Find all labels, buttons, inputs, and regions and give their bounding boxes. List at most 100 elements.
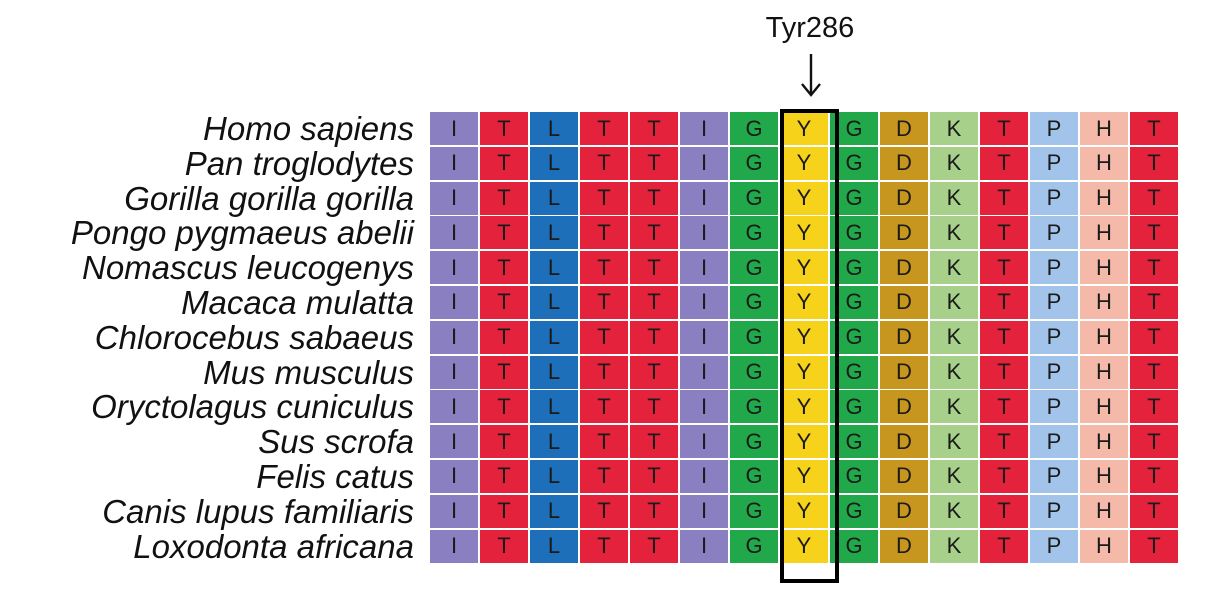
residue-cell: L: [530, 146, 578, 180]
residue-cell: T: [480, 285, 528, 319]
residue-cell: T: [480, 320, 528, 354]
residue-cell: L: [530, 390, 578, 424]
residue-cell: P: [1030, 390, 1078, 424]
residue-cell: T: [580, 112, 628, 145]
residue-cell: H: [1080, 494, 1128, 528]
residue-cell: G: [830, 320, 878, 354]
residue-cell: T: [630, 181, 678, 215]
residue-cell: T: [580, 320, 628, 354]
residue-cell: T: [980, 390, 1028, 424]
residue-cell: T: [580, 181, 628, 215]
residue-cell: T: [580, 146, 628, 180]
residue-cell: G: [730, 320, 778, 354]
residue-cell: T: [580, 355, 628, 389]
residue-cell: L: [530, 285, 578, 319]
species-label: Pongo pygmaeus abelii: [70, 214, 414, 252]
residue-cell: G: [830, 529, 878, 563]
residue-cell: T: [1130, 355, 1178, 389]
residue-cell: H: [1080, 529, 1128, 563]
residue-cell: D: [880, 425, 928, 459]
residue-cell: Y: [780, 355, 828, 389]
residue-cell: P: [1030, 112, 1078, 145]
residue-cell: K: [930, 251, 978, 285]
residue-cell: G: [730, 251, 778, 285]
residue-cell: P: [1030, 146, 1078, 180]
residue-cell: P: [1030, 425, 1078, 459]
species-label: Pan troglodytes: [184, 144, 414, 182]
residue-cell: H: [1080, 112, 1128, 145]
residue-cell: Y: [780, 320, 828, 354]
residue-cell: P: [1030, 459, 1078, 493]
residue-cell: L: [530, 181, 578, 215]
residue-cell: D: [880, 216, 928, 250]
residue-cell: I: [680, 494, 728, 528]
residue-cell: I: [430, 529, 478, 563]
residue-cell: T: [580, 251, 628, 285]
tyr286-label: Tyr286: [765, 12, 855, 44]
residue-cell: T: [580, 216, 628, 250]
residue-cell: T: [980, 494, 1028, 528]
residue-cell: T: [980, 529, 1028, 563]
residue-cell: T: [980, 425, 1028, 459]
residue-cell: I: [680, 251, 728, 285]
residue-cell: D: [880, 459, 928, 493]
residue-cell: H: [1080, 355, 1128, 389]
residue-cell: D: [880, 181, 928, 215]
residue-cell: P: [1030, 181, 1078, 215]
residue-cell: K: [930, 355, 978, 389]
residue-cell: G: [730, 459, 778, 493]
species-label: Gorilla gorilla gorilla: [124, 179, 414, 217]
residue-cell: G: [830, 459, 878, 493]
residue-cell: H: [1080, 390, 1128, 424]
residue-cell: T: [980, 355, 1028, 389]
residue-cell: T: [1130, 285, 1178, 319]
residue-cell: T: [480, 181, 528, 215]
residue-cell: G: [830, 251, 878, 285]
residue-cell: Y: [780, 251, 828, 285]
residue-cell: T: [630, 146, 678, 180]
residue-cell: K: [930, 320, 978, 354]
residue-cell: T: [980, 320, 1028, 354]
residue-cell: G: [830, 181, 878, 215]
residue-cell: D: [880, 494, 928, 528]
residue-cell: L: [530, 355, 578, 389]
residue-cell: T: [480, 459, 528, 493]
residue-cell: T: [480, 146, 528, 180]
residue-cell: T: [980, 181, 1028, 215]
residue-cell: D: [880, 285, 928, 319]
residue-cell: T: [580, 494, 628, 528]
residue-cell: I: [680, 216, 728, 250]
residue-cell: I: [430, 216, 478, 250]
residue-cell: Y: [780, 459, 828, 493]
residue-cell: L: [530, 425, 578, 459]
residue-cell: H: [1080, 146, 1128, 180]
residue-cell: T: [1130, 216, 1178, 250]
residue-cell: Y: [780, 112, 828, 145]
residue-cell: L: [530, 251, 578, 285]
residue-cell: T: [630, 529, 678, 563]
residue-cell: T: [1130, 146, 1178, 180]
residue-cell: K: [930, 216, 978, 250]
residue-cell: T: [480, 112, 528, 145]
residue-cell: G: [830, 355, 878, 389]
residue-cell: T: [480, 425, 528, 459]
residue-cell: T: [1130, 459, 1178, 493]
residue-cell: T: [630, 494, 678, 528]
residue-cell: T: [980, 251, 1028, 285]
residue-cell: L: [530, 494, 578, 528]
residue-cell: P: [1030, 494, 1078, 528]
residue-cell: G: [830, 216, 878, 250]
residue-cell: I: [430, 181, 478, 215]
residue-cell: I: [680, 285, 728, 319]
residue-cell: K: [930, 181, 978, 215]
residue-cell: T: [1130, 112, 1178, 145]
residue-cell: H: [1080, 320, 1128, 354]
residue-cell: I: [680, 390, 728, 424]
residue-cell: T: [480, 529, 528, 563]
